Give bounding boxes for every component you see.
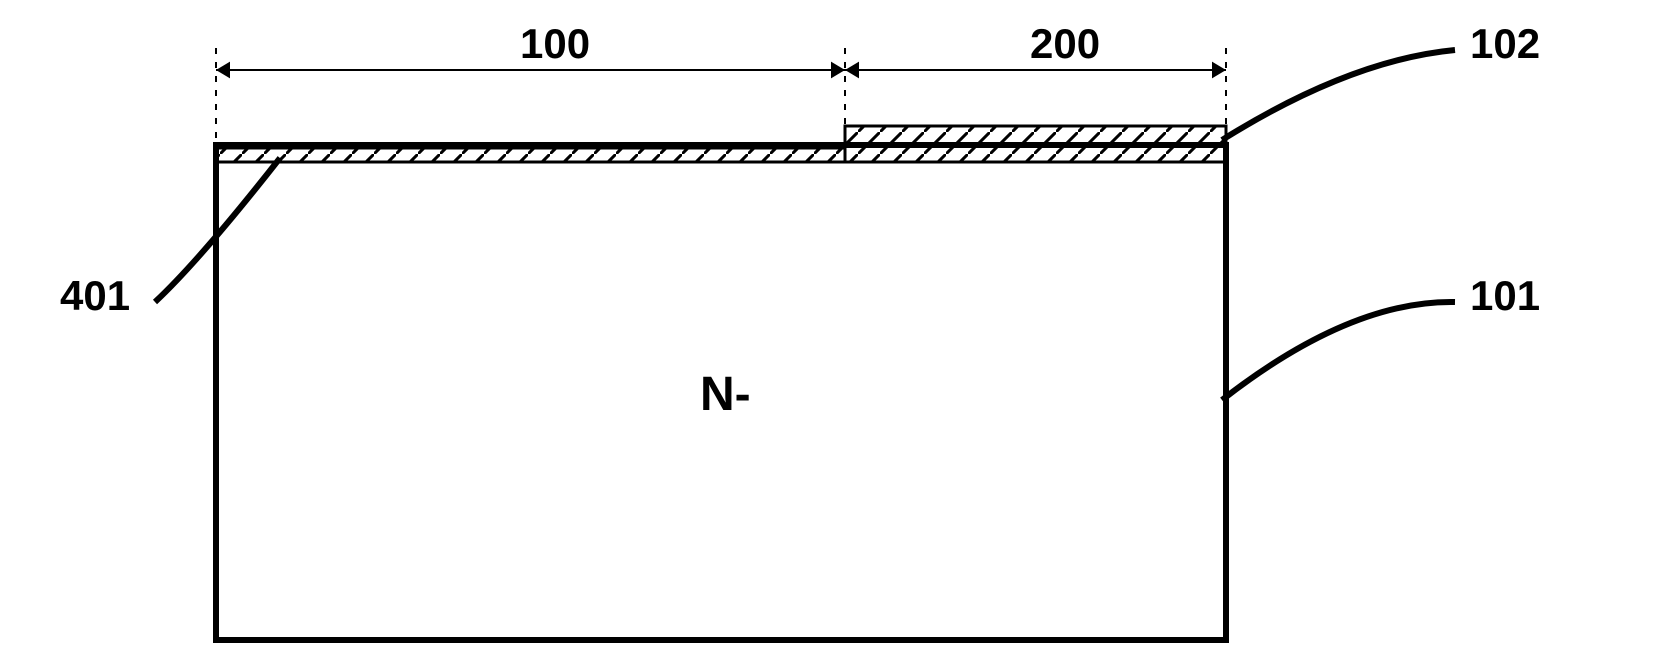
ref-label-401: 401 bbox=[60, 272, 130, 319]
substrate-label: N- bbox=[700, 368, 751, 421]
leader-102 bbox=[1222, 50, 1455, 140]
ref-label-102: 102 bbox=[1470, 20, 1540, 67]
ref-label-101: 101 bbox=[1470, 272, 1540, 319]
diagram-canvas: 100 200 N- 102 101 401 bbox=[0, 0, 1672, 663]
leader-101 bbox=[1222, 302, 1455, 400]
dimension-label-100: 100 bbox=[520, 20, 590, 67]
thick-oxide-layer bbox=[845, 126, 1226, 162]
dimension-label-200: 200 bbox=[1030, 20, 1100, 67]
thin-oxide-layer bbox=[216, 148, 845, 162]
